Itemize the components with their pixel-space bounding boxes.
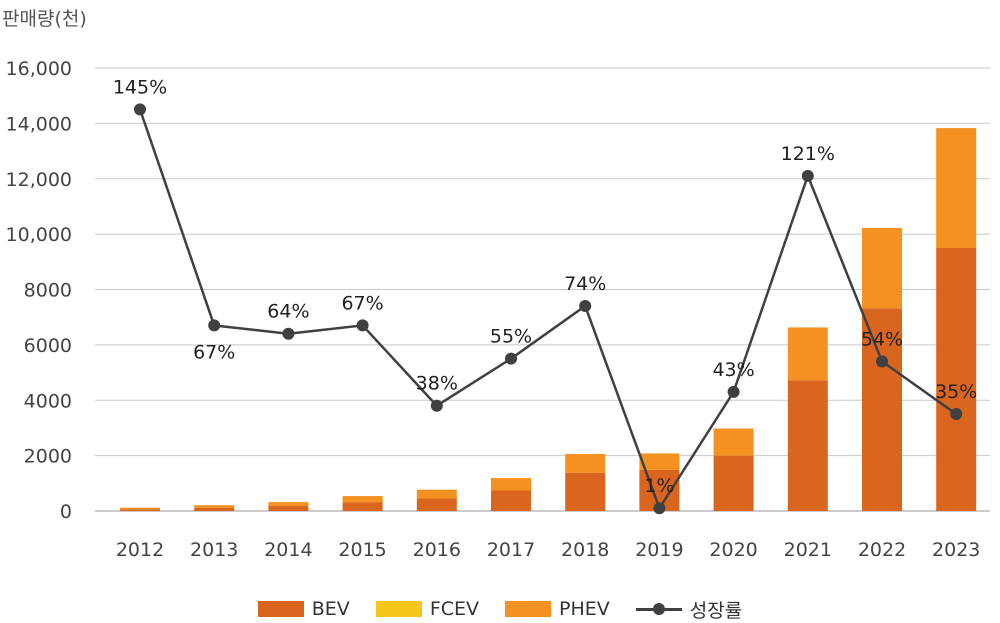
- growth-point: [801, 169, 814, 182]
- bar-bev: [194, 507, 235, 511]
- sales-chart: 0 2000 4000 6000 8000 10,000 12,000 14,000 16,00…: [6, 58, 990, 561]
- growth-point: [950, 408, 963, 421]
- growth-point: [505, 352, 517, 365]
- bar-phev: [639, 453, 680, 470]
- x-tick-labels: 2012 2013 2014 2015 2016 2017 2018 2019 2020 2021…: [116, 539, 981, 561]
- legend-label-fcev: FCEV: [429, 598, 480, 620]
- bar-bev: [787, 380, 828, 511]
- bar-phev: [194, 505, 235, 508]
- growth-data-label: 145%: [113, 76, 167, 98]
- legend-swatch-phev: [505, 601, 552, 617]
- bar-bev: [268, 506, 309, 511]
- bar-bev: [862, 308, 902, 511]
- growth-line: 145% 67% 64% 67% 38% 55% 74% 1% 43% 121% 54% 35%: [113, 76, 977, 515]
- legend-swatch-fcev: [375, 601, 422, 617]
- legend-item-fcev: FCEV: [375, 598, 480, 620]
- bar-phev: [491, 478, 531, 491]
- gridlines: [95, 67, 990, 512]
- bar-bev: [565, 472, 606, 511]
- y-axis-unit-label: 판매량(천): [2, 8, 87, 30]
- x-tick-label: 2021: [784, 539, 832, 561]
- growth-data-label: 38%: [416, 373, 458, 395]
- x-tick-label: 2023: [932, 539, 980, 561]
- legend: BEV FCEV PHEV 성장률: [0, 596, 1000, 622]
- y-tick-label: 2000: [24, 446, 72, 468]
- bar-phev: [713, 428, 754, 456]
- growth-line-path: [138, 108, 957, 512]
- y-tick-label: 8000: [24, 280, 72, 302]
- bar-phev: [268, 502, 309, 507]
- y-tick-label: 16,000: [6, 58, 72, 80]
- growth-data-label: 67%: [341, 292, 383, 314]
- bar-phev: [936, 128, 977, 248]
- y-tick-label: 12,000: [6, 169, 72, 191]
- y-tick-label: 6000: [24, 335, 72, 357]
- bar-phev: [787, 327, 828, 381]
- bar-bev: [491, 490, 531, 511]
- x-tick-label: 2015: [338, 539, 386, 561]
- bars: [120, 128, 977, 511]
- growth-data-label: 121%: [781, 143, 835, 165]
- bar-phev: [565, 453, 606, 473]
- x-tick-label: 2016: [413, 539, 461, 561]
- growth-data-label: 55%: [490, 326, 532, 348]
- growth-data-label: 35%: [935, 381, 977, 403]
- x-tick-label: 2018: [561, 539, 609, 561]
- bar-phev: [862, 228, 902, 309]
- growth-data-label: 64%: [267, 301, 309, 323]
- x-tick-label: 2013: [190, 539, 238, 561]
- growth-data-label: 74%: [564, 273, 606, 295]
- growth-point: [579, 300, 592, 313]
- growth-point: [282, 327, 295, 340]
- y-tick-label: 14,000: [6, 113, 72, 135]
- legend-label-growth: 성장률: [689, 599, 743, 622]
- x-tick-label: 2014: [264, 539, 312, 561]
- y-tick-labels: 0 2000 4000 6000 8000 10,000 12,000 14,000 16,00…: [6, 58, 72, 523]
- growth-data-label: 43%: [712, 359, 754, 381]
- growth-point: [876, 355, 888, 368]
- y-tick-label: 0: [60, 501, 72, 523]
- growth-point: [208, 319, 221, 332]
- bar-phev: [416, 489, 457, 499]
- legend-swatch-growth: [635, 601, 682, 617]
- bar-bev: [936, 247, 977, 511]
- bar-phev: [120, 507, 160, 510]
- x-tick-label: 2017: [487, 539, 535, 561]
- legend-swatch-bev: [257, 601, 304, 617]
- growth-point: [134, 103, 146, 116]
- legend-label-bev: BEV: [311, 598, 350, 620]
- x-tick-label: 2022: [858, 539, 906, 561]
- y-tick-label: 4000: [24, 390, 72, 412]
- bar-bev: [342, 502, 383, 511]
- growth-point: [727, 385, 740, 398]
- growth-data-label: 54%: [861, 328, 903, 350]
- legend-item-phev: PHEV: [505, 598, 610, 620]
- x-tick-label: 2012: [116, 539, 164, 561]
- growth-point: [356, 319, 369, 332]
- growth-point: [653, 502, 666, 515]
- bar-phev: [342, 496, 383, 503]
- legend-item-growth: 성장률: [635, 596, 743, 623]
- growth-data-label: 67%: [193, 341, 235, 363]
- x-tick-label: 2020: [709, 539, 757, 561]
- legend-item-bev: BEV: [257, 598, 350, 620]
- bar-bev: [120, 509, 160, 511]
- bar-bev: [416, 498, 457, 511]
- growth-point: [430, 399, 443, 412]
- legend-label-phev: PHEV: [559, 598, 610, 620]
- x-tick-label: 2019: [635, 539, 683, 561]
- growth-data-label: 1%: [644, 475, 674, 497]
- y-tick-label: 10,000: [6, 224, 72, 246]
- bar-bev: [713, 455, 754, 511]
